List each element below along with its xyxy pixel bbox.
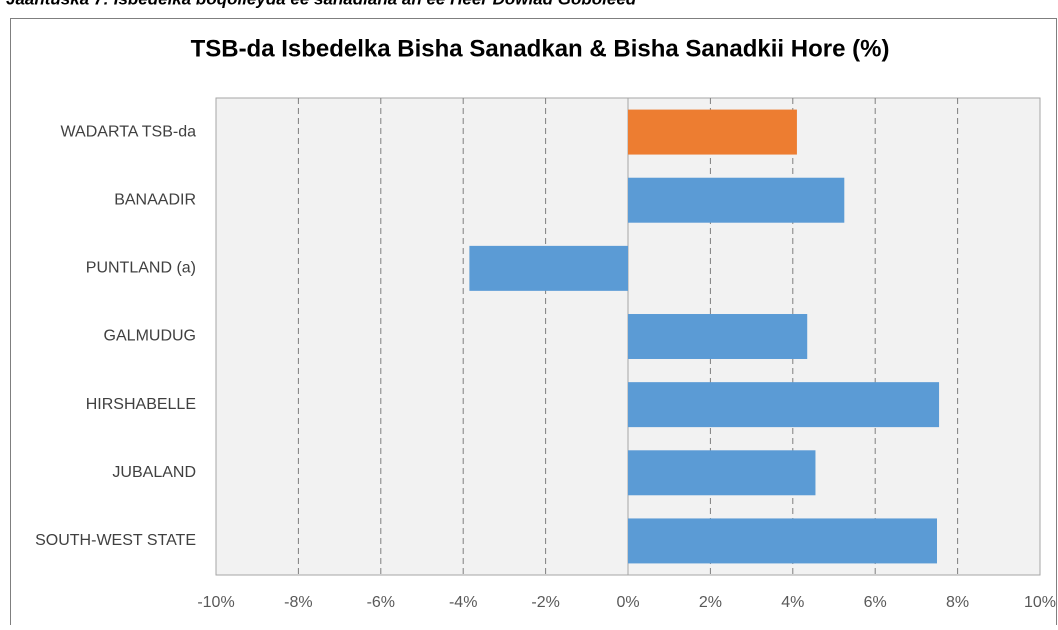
x-tick-label: 6% bbox=[864, 594, 887, 611]
x-tick-label: 2% bbox=[699, 594, 722, 611]
y-tick-label: SOUTH-WEST STATE bbox=[35, 532, 196, 549]
y-tick-label: HIRSHABELLE bbox=[86, 396, 196, 413]
x-tick-label: 0% bbox=[616, 594, 639, 611]
y-tick-label: WADARTA TSB-da bbox=[61, 123, 197, 140]
caption: Jaantuska 7: Isbedelka boqolleyda ee san… bbox=[6, 0, 637, 8]
y-tick-label: PUNTLAND (a) bbox=[86, 260, 196, 277]
bar bbox=[628, 314, 808, 359]
x-tick-label: 8% bbox=[946, 594, 969, 611]
x-tick-label: -6% bbox=[367, 594, 395, 611]
x-tick-label: 10% bbox=[1024, 594, 1056, 611]
chart-title: TSB-da Isbedelka Bisha Sanadkan & Bisha … bbox=[191, 35, 890, 62]
bar bbox=[628, 177, 845, 223]
bar bbox=[628, 518, 937, 564]
bar bbox=[469, 245, 628, 291]
x-tick-label: -10% bbox=[197, 594, 234, 611]
x-tick-label: -8% bbox=[284, 594, 312, 611]
x-tick-label: -2% bbox=[531, 594, 559, 611]
y-tick-label: JUBALAND bbox=[112, 464, 196, 481]
x-tick-label: 4% bbox=[781, 594, 804, 611]
bar bbox=[628, 382, 940, 428]
bar bbox=[628, 109, 797, 155]
x-tick-label: -4% bbox=[449, 594, 477, 611]
bar bbox=[628, 450, 816, 496]
y-tick-label: BANAADIR bbox=[114, 191, 196, 208]
y-tick-label: GALMUDUG bbox=[104, 328, 196, 345]
